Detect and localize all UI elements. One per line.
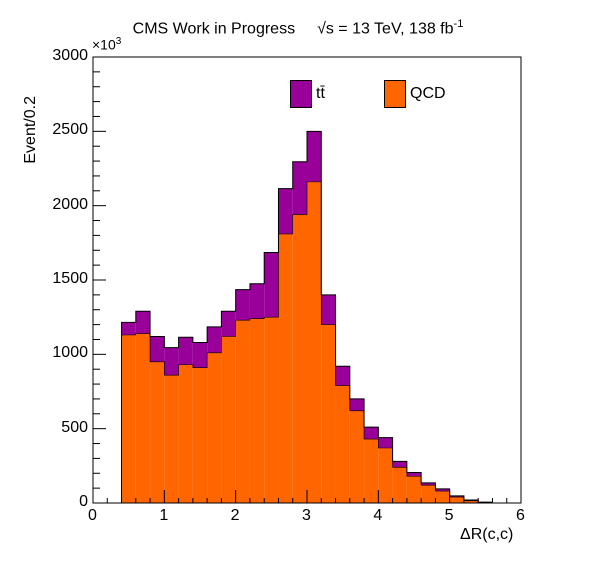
x-tick-label: 4 xyxy=(373,507,383,524)
bar-qcd xyxy=(449,497,464,503)
bar-qcd xyxy=(221,336,236,503)
x-axis-label: ΔR(c,c) xyxy=(460,526,514,543)
bar-qcd xyxy=(278,233,293,503)
outline-total xyxy=(121,130,493,503)
bar-ttbar xyxy=(378,437,393,448)
bar-ttbar xyxy=(150,336,165,362)
bar-ttbar xyxy=(249,283,265,319)
x-tick-label: 1 xyxy=(159,507,169,524)
y-tick-label: 1500 xyxy=(52,270,88,287)
y-tick-label: 1000 xyxy=(52,344,88,362)
x-tick-label: 6 xyxy=(516,507,525,524)
x-tick-label: 3 xyxy=(302,507,311,524)
y-tick-label: 2500 xyxy=(52,121,88,139)
bar-qcd xyxy=(207,352,222,503)
bar-ttbar xyxy=(392,461,407,468)
legend-item-qcd: QCD xyxy=(384,80,446,108)
bar-qcd xyxy=(421,485,436,503)
x-tick-label: 5 xyxy=(444,507,454,524)
y-tick-label: 2000 xyxy=(52,195,88,213)
x-tick-label: 2 xyxy=(230,507,240,524)
bar-ttbar xyxy=(135,311,151,334)
bar-ttbar xyxy=(292,161,307,215)
histogram-bars xyxy=(121,130,493,503)
axes xyxy=(92,56,522,504)
bar-ttbar xyxy=(449,495,464,498)
bar-ttbar xyxy=(321,294,336,325)
bar-qcd xyxy=(121,335,136,503)
bar-qcd xyxy=(292,214,307,503)
bar-ttbar xyxy=(406,472,422,477)
title-sqrt-s: √s xyxy=(317,20,334,38)
bar-qcd xyxy=(249,318,265,503)
bar-ttbar xyxy=(307,131,322,182)
title-energy-exponent: -1 xyxy=(453,18,464,30)
outline-qcd xyxy=(121,181,493,503)
bar-ttbar xyxy=(221,311,236,337)
bar-ttbar xyxy=(192,342,208,368)
bar-ttbar xyxy=(364,427,379,440)
legend-label-qcd: QCD xyxy=(410,85,446,102)
bar-qcd xyxy=(435,491,450,503)
bar-ttbar xyxy=(421,482,436,486)
y-tick-label: 0 xyxy=(79,493,88,510)
chart-title: CMS Work in Progress √s = 13 TeV, 138 fb-… xyxy=(0,18,596,38)
legend-item-ttbar: tt̄ xyxy=(290,80,325,108)
y-tick-label: 3000 xyxy=(52,47,88,64)
x-tick-label: 0 xyxy=(88,507,97,524)
bar-ttbar xyxy=(178,337,193,365)
title-experiment: CMS Work in Progress xyxy=(132,20,296,38)
bar-ttbar xyxy=(435,488,450,492)
bar-ttbar xyxy=(264,252,279,318)
bar-ttbar xyxy=(121,322,136,336)
bar-qcd xyxy=(406,476,422,503)
bar-qcd xyxy=(364,439,379,503)
bar-ttbar xyxy=(207,326,222,353)
bar-ttbar xyxy=(164,347,179,376)
bar-ttbar xyxy=(235,289,250,321)
bar-qcd xyxy=(307,181,322,503)
bar-qcd xyxy=(135,333,151,503)
bar-qcd xyxy=(178,364,193,503)
bar-qcd xyxy=(378,447,393,503)
bar-qcd xyxy=(235,320,250,503)
bar-qcd xyxy=(392,467,407,503)
legend-swatch-qcd xyxy=(384,80,406,108)
bar-ttbar xyxy=(335,366,350,386)
bar-qcd xyxy=(192,367,208,503)
legend-label-ttbar: tt̄ xyxy=(316,85,325,102)
y-tick-label: 500 xyxy=(61,418,88,436)
bar-qcd xyxy=(321,324,336,503)
title-energy: = 13 TeV, 138 fb xyxy=(333,20,454,38)
bar-qcd xyxy=(463,500,479,503)
bar-qcd xyxy=(349,410,365,503)
bar-qcd xyxy=(264,317,279,503)
y-axis-label: Event/0.2 xyxy=(22,96,39,164)
y-axis-multiplier: ×103 xyxy=(92,36,122,53)
bar-ttbar xyxy=(349,398,365,411)
bar-ttbar xyxy=(278,188,293,234)
legend-swatch-ttbar xyxy=(290,80,312,108)
bar-qcd xyxy=(150,361,165,503)
bar-qcd xyxy=(164,375,179,503)
bar-qcd xyxy=(335,385,350,503)
